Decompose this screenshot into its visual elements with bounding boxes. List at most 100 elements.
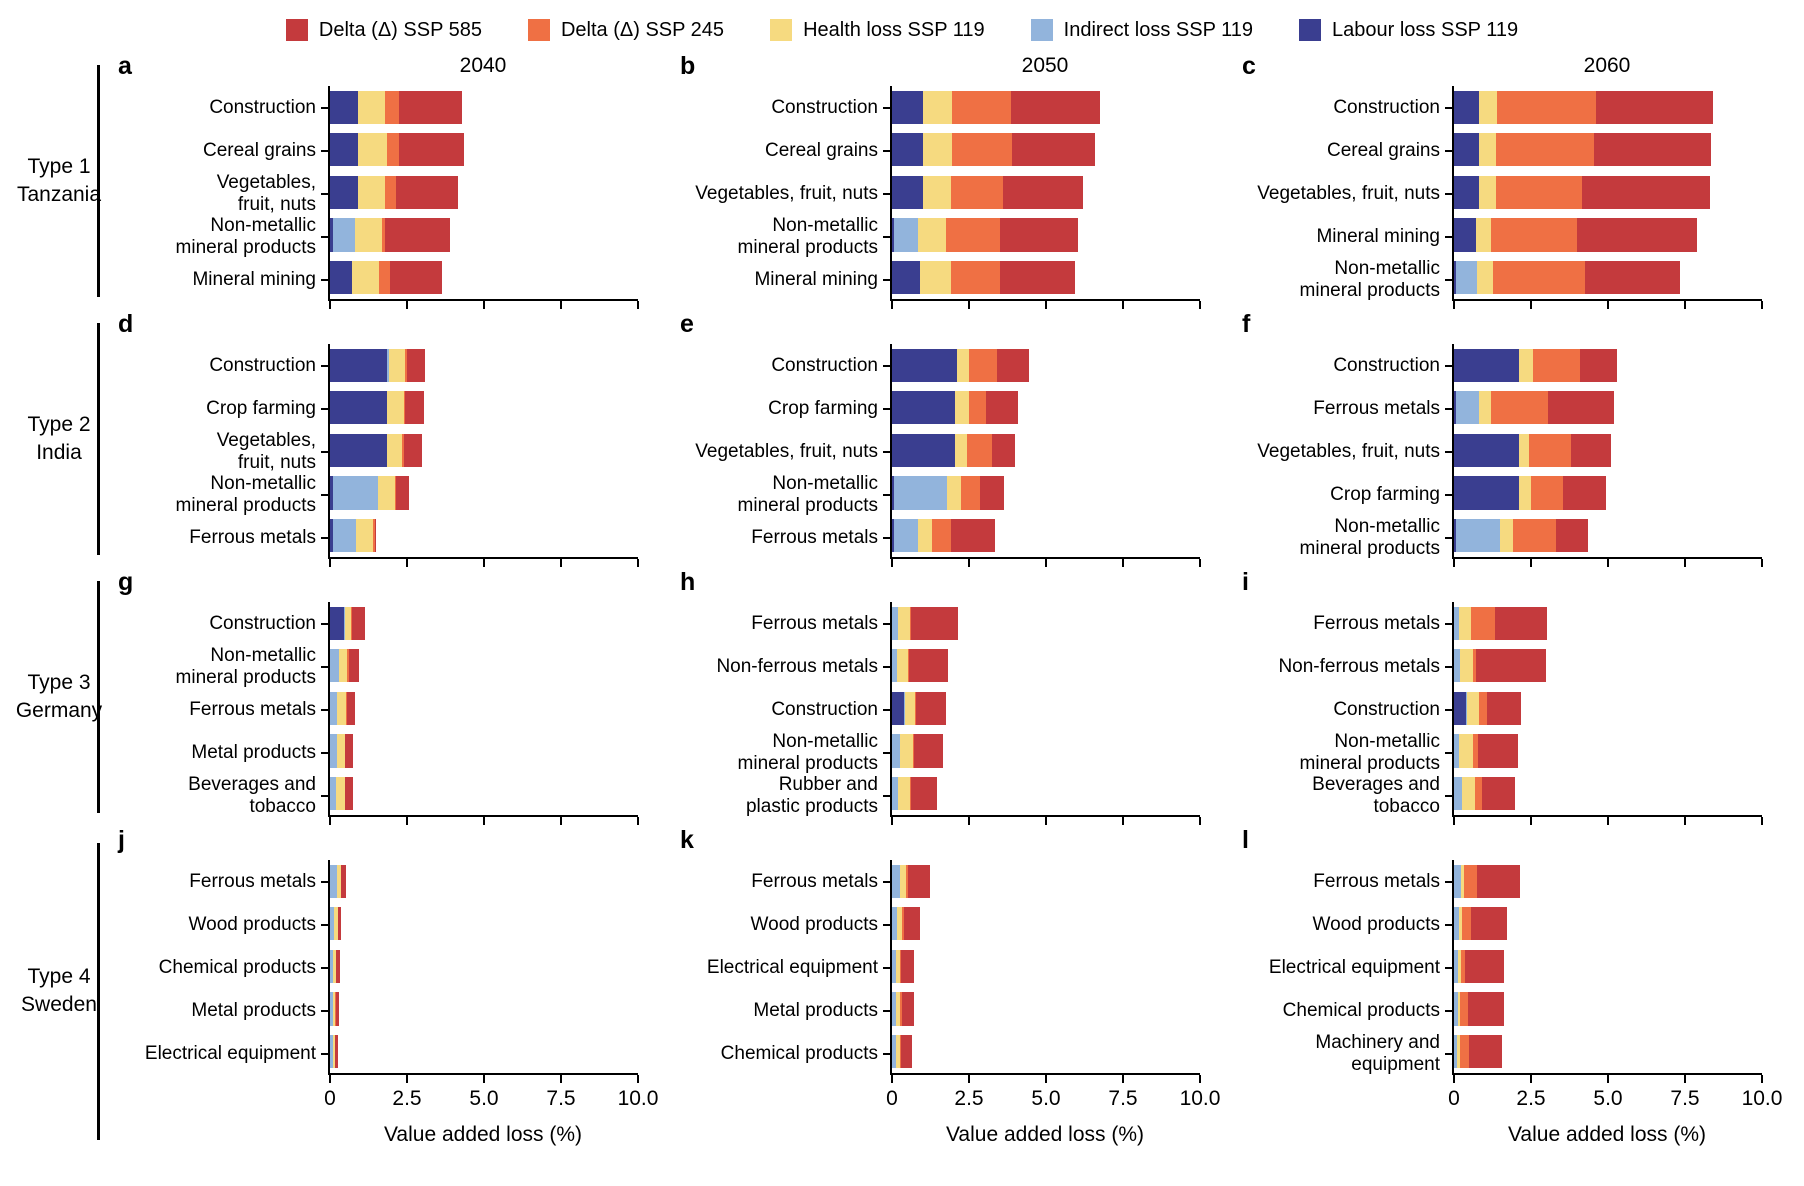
x-axis-title: Value added loss (%) <box>1507 1123 1707 1146</box>
bar-slot <box>892 687 1200 730</box>
bar-segment-delta245 <box>900 992 902 1026</box>
bar-segment-delta245 <box>345 691 347 726</box>
bar-segment-delta585 <box>1580 348 1618 382</box>
x-tick-label: 2.5 <box>1516 1087 1546 1110</box>
stacked-bar <box>330 949 347 984</box>
bar-segment-health <box>1458 606 1472 640</box>
bar-slot <box>1454 730 1762 773</box>
bar-segment-delta245 <box>1495 175 1582 210</box>
bar-segment-labour <box>892 218 894 252</box>
panel-j: j Ferrous metals Wood products Chemical pr… <box>118 826 680 1147</box>
category-text: Non-ferrous metals <box>1278 655 1440 677</box>
category-text: Crop farming <box>206 397 316 419</box>
category-text: Construction <box>1333 698 1440 720</box>
column-year-2040: 2040 <box>459 54 507 77</box>
category-label: Construction <box>680 688 890 731</box>
stacked-bar <box>1454 734 1519 768</box>
bar-segment-delta585 <box>399 133 464 167</box>
stacked-bar <box>892 261 1076 295</box>
bar-segment-delta585 <box>1595 90 1713 124</box>
category-text: Metal products <box>191 999 316 1021</box>
x-tick-mark <box>1045 559 1047 567</box>
bar-segment-labour <box>1454 175 1479 210</box>
bar-segment-delta585 <box>1555 519 1588 553</box>
y-tick-mark <box>883 1052 890 1055</box>
x-tick-mark <box>1453 1075 1455 1083</box>
bar-segment-delta585 <box>1010 90 1100 124</box>
category-label: Electrical equipment <box>1242 946 1452 989</box>
x-axis-title: Value added loss (%) <box>945 1123 1145 1146</box>
bar-segment-delta585 <box>901 992 915 1026</box>
stacked-bar <box>892 734 944 768</box>
stacked-bar <box>892 907 921 941</box>
bar-segment-health <box>955 433 968 468</box>
x-tick-mark <box>891 817 893 825</box>
stacked-bar <box>892 218 1079 252</box>
bar-segment-delta245 <box>899 949 902 984</box>
bar-segment-delta585 <box>908 864 930 898</box>
bar-slot <box>892 429 1200 472</box>
bar-slot <box>1454 860 1762 903</box>
category-text: Cereal grains <box>1327 139 1440 161</box>
bar-segment-delta245 <box>1497 90 1596 124</box>
bar-segment-delta245 <box>945 218 1000 252</box>
bar-segment-indirect <box>333 519 357 553</box>
bar-segment-delta245 <box>950 261 1000 295</box>
x-tick-mark <box>1199 301 1201 309</box>
y-tick-mark <box>883 450 890 453</box>
category-text: Non-metallic mineral products <box>175 645 316 688</box>
stacked-bar <box>892 519 996 553</box>
y-tick-mark <box>321 880 328 883</box>
stacked-bar <box>330 261 443 295</box>
category-text: Non-metallic mineral products <box>1299 258 1440 301</box>
bar-segment-delta585 <box>1563 476 1607 510</box>
bar-segment-health <box>336 777 345 811</box>
bar-segment-indirect <box>330 649 339 683</box>
stacked-bar <box>1454 476 1607 510</box>
legend: Delta (Δ) SSP 585 Delta (Δ) SSP 245 Heal… <box>0 10 1804 50</box>
stacked-bar <box>330 907 349 941</box>
category-label: Rubber and plastic products <box>680 774 890 817</box>
bar-segment-delta585 <box>1581 175 1710 210</box>
bar-segment-health <box>1458 734 1473 768</box>
bar-segment-delta585 <box>916 691 947 726</box>
bar-segment-delta245 <box>909 606 912 640</box>
x-tick-mark <box>1453 301 1455 309</box>
stacked-bar <box>1454 777 1515 811</box>
x-tick-label: 0 <box>1448 1087 1460 1110</box>
category-label: Cereal grains <box>118 129 328 172</box>
stacked-bar <box>892 649 948 683</box>
x-tick-mark <box>1607 1075 1609 1083</box>
category-text: Mineral mining <box>754 268 878 290</box>
category-label: Mineral mining <box>1242 215 1452 258</box>
y-tick-mark <box>883 192 890 195</box>
category-label: Construction <box>118 602 328 645</box>
bar-slot <box>892 129 1200 172</box>
bar-segment-health <box>357 175 386 210</box>
y-tick-mark <box>321 278 328 281</box>
bar-slot <box>892 214 1200 257</box>
plot-area <box>1452 86 1763 309</box>
y-tick-mark <box>321 407 328 410</box>
bar-segment-delta245 <box>1530 476 1564 510</box>
category-label: Non-metallic mineral products <box>680 215 890 258</box>
x-tick-mark <box>1684 1075 1686 1083</box>
panel-i: i Ferrous metals Non-ferrous metals Constr… <box>1242 568 1804 825</box>
category-label: Non-metallic mineral products <box>118 215 328 258</box>
x-tick-mark <box>406 817 408 825</box>
bar-segment-delta245 <box>932 519 951 553</box>
bar-slot <box>330 602 638 645</box>
stacked-bar <box>1454 519 1588 553</box>
category-label: Ferrous metals <box>1242 860 1452 903</box>
bar-slot <box>330 344 638 387</box>
category-label: Construction <box>1242 344 1452 387</box>
bar-segment-delta585 <box>1584 261 1681 295</box>
x-tick-mark <box>406 1075 408 1083</box>
category-text: Vegetables, fruit, nuts <box>216 172 316 215</box>
bar-segment-labour <box>1454 90 1479 124</box>
bar-slot <box>330 988 638 1031</box>
bar-segment-delta585 <box>345 734 353 768</box>
x-tick-label: 7.5 <box>1670 1087 1700 1110</box>
bar-slot <box>330 645 638 688</box>
